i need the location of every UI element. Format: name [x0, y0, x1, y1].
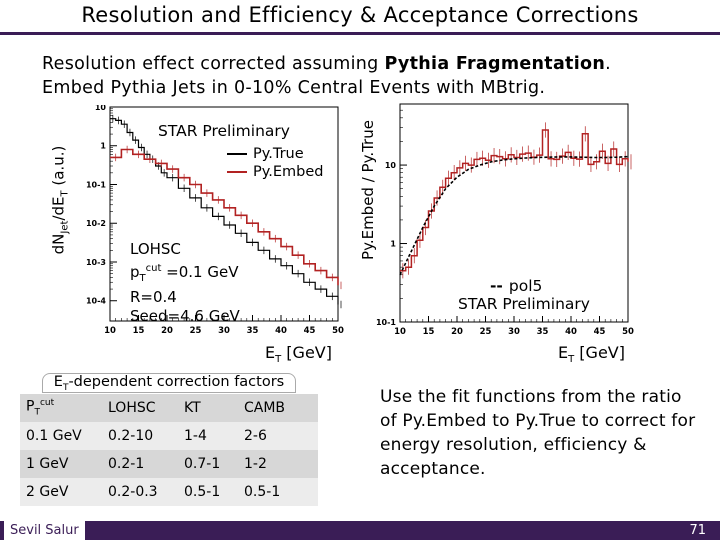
x-tick-label: 50: [622, 327, 634, 337]
cell-lohsc: 0.2-10: [108, 428, 154, 444]
left-y-axis-label: dNJet/dET (a.u.): [49, 145, 71, 255]
x-tick-label: 20: [161, 326, 173, 336]
x-tick-label: 15: [423, 327, 435, 337]
y-tick-label: 10-1: [86, 180, 106, 189]
subtitle-suffix: .: [605, 54, 611, 74]
annot-p: p: [130, 263, 140, 281]
factors-title-e: E: [53, 374, 63, 390]
legend-pol5-swatch: --: [490, 277, 503, 295]
legend-embed-label: Py.Embed: [253, 164, 324, 180]
annot-t: T: [139, 273, 146, 284]
y-tick-label: 10: [95, 105, 107, 112]
annot-ptcut: pTcut =0.1 GeV: [130, 259, 240, 288]
factors-title-t: T: [62, 382, 69, 393]
cell-lohsc: 0.2-1: [108, 456, 145, 472]
ratio-svg: 10 15 20 25 30 35 40 45 50 10 1 10-1: [376, 103, 634, 337]
plot-frame: [399, 103, 629, 323]
subtitle-prefix: Resolution effect corrected assuming: [42, 54, 385, 74]
py-embed-series-line: [110, 148, 339, 286]
page-number: 71: [689, 523, 706, 538]
table-header-row: PTcut LOHSC KT CAMB: [20, 394, 318, 422]
table-row: 1 GeV 0.2-1 0.7-1 1-2: [20, 450, 318, 478]
x-tick-label: 45: [594, 327, 606, 337]
factors-title: ET-dependent correction factors: [42, 373, 296, 393]
annot-algorithm: LOHSC: [130, 240, 181, 258]
legend-pol5-label: pol5: [508, 277, 543, 295]
header-lohsc: LOHSC: [108, 400, 156, 416]
annot-cut: cut: [145, 263, 162, 274]
title-bar: Resolution and Efficiency & Acceptance C…: [0, 0, 720, 34]
cell-ptcut: 2 GeV: [26, 484, 69, 500]
cell-camb: 2-6: [244, 428, 267, 444]
legend-embed: Py.Embed: [227, 164, 323, 180]
y-tick-label: 1: [100, 142, 106, 151]
factors-title-text: -dependent correction factors: [68, 374, 285, 390]
x-tick-label: 30: [508, 327, 520, 337]
header-ptcut: PTcut: [26, 398, 55, 418]
x-tick-label: 40: [275, 326, 287, 336]
pol5-series-line: [399, 155, 629, 276]
legend-embed-swatch: [227, 171, 247, 173]
algorithm-annotation: LOHSC pTcut =0.1 GeV R=0.4 Seed=4.6 GeV: [130, 240, 240, 326]
legend-pol5: -- pol5: [490, 277, 542, 295]
annot-ptcut-value: =0.1 GeV: [161, 263, 239, 281]
right-x-axis-label: ET [GeV]: [558, 343, 625, 366]
x-tick-label: 35: [247, 326, 259, 336]
cell-camb: 0.5-1: [244, 484, 281, 500]
legend-true-swatch: [227, 153, 247, 155]
header-kt: KT: [184, 400, 201, 416]
annot-radius: R=0.4: [130, 288, 177, 306]
right-star-label: STAR Preliminary: [458, 295, 590, 313]
x-tick-label: 45: [304, 326, 316, 336]
y-tick-label: 10: [385, 161, 397, 170]
subtitle-line-2: Embed Pythia Jets in 0-10% Central Event…: [42, 78, 546, 98]
left-x-axis-label: ET [GeV]: [265, 343, 332, 366]
left-plot-title: STAR Preliminary: [158, 122, 290, 140]
cell-lohsc: 0.2-0.3: [108, 484, 158, 500]
cell-kt: 0.7-1: [184, 456, 221, 472]
x-tick-label: 30: [218, 326, 230, 336]
spectra-plot: 10 15 20 25 30 35 40 45 50 10 1 10-1 10-2 10-3 10-4: [80, 105, 350, 340]
cell-ptcut: 1 GeV: [26, 456, 69, 472]
title-rule: [0, 32, 720, 35]
conclusion-text: Use the fit functions from the ratio of …: [380, 387, 696, 479]
subtitle-line-1: Resolution effect corrected assuming Pyt…: [42, 52, 611, 76]
x-tick-label: 10: [104, 326, 116, 336]
factors-table: PTcut LOHSC KT CAMB 0.1 GeV 0.2-10 1-4 2…: [20, 394, 318, 506]
x-tick-label: 25: [480, 327, 492, 337]
x-tick-label: 50: [332, 326, 344, 336]
annot-seed: Seed=4.6 GeV: [130, 307, 240, 325]
x-tick-label: 15: [133, 326, 145, 336]
header-camb: CAMB: [244, 400, 286, 416]
plot-frame: [109, 106, 339, 322]
x-tick-label: 25: [190, 326, 202, 336]
footer-bar: [0, 521, 720, 540]
footer-author: Sevil Salur: [4, 521, 85, 540]
ratio-series-line: [400, 129, 629, 272]
cell-ptcut: 0.1 GeV: [26, 428, 82, 444]
subtitle: Resolution effect corrected assuming Pyt…: [42, 52, 611, 100]
ratio-plot: 10 15 20 25 30 35 40 45 50 10 1 10-1: [368, 100, 638, 340]
cell-kt: 0.5-1: [184, 484, 221, 500]
y-tick-label: 10-4: [86, 297, 106, 306]
table-row: 2 GeV 0.2-0.3 0.5-1 0.5-1: [20, 478, 318, 506]
x-tick-label: 20: [451, 327, 463, 337]
y-tick-label: 1: [390, 240, 396, 249]
x-tick-label: 10: [394, 327, 406, 337]
table-row: 0.1 GeV 0.2-10 1-4 2-6: [20, 422, 318, 450]
y-tick-label: 10-2: [86, 219, 106, 228]
y-tick-label: 10-3: [86, 258, 106, 267]
legend-true: Py.True: [227, 146, 304, 162]
cell-kt: 1-4: [184, 428, 207, 444]
slide-title: Resolution and Efficiency & Acceptance C…: [81, 3, 639, 27]
x-tick-label: 40: [565, 327, 577, 337]
cell-camb: 1-2: [244, 456, 267, 472]
subtitle-bold: Pythia Fragmentation: [384, 54, 606, 74]
legend-true-label: Py.True: [253, 146, 304, 162]
y-tick-label: 10-1: [376, 318, 396, 327]
x-tick-label: 35: [537, 327, 549, 337]
spectra-svg: 10 15 20 25 30 35 40 45 50 10 1 10-1 10-2 10-3 10-4: [86, 105, 344, 336]
py-true-series-line: [110, 118, 339, 305]
